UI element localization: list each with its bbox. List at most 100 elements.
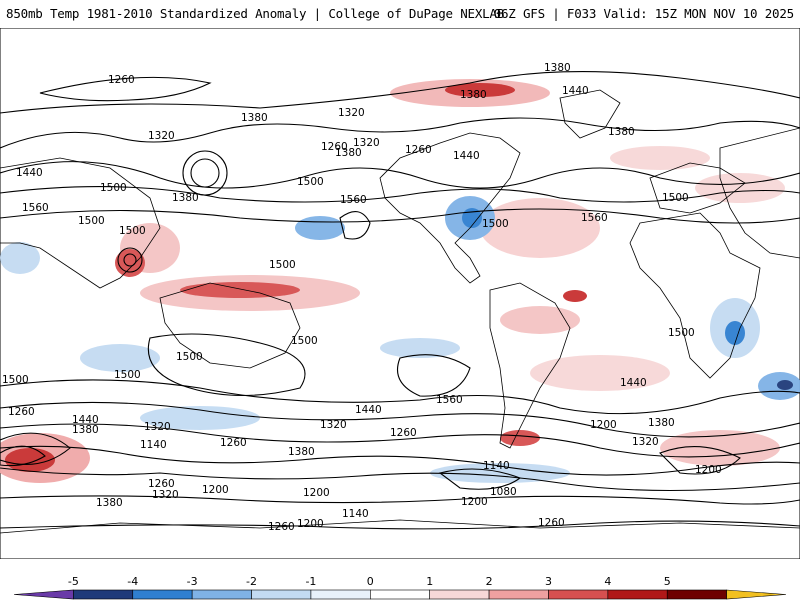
colorbar-tick-label: -3 — [187, 575, 198, 588]
contour-label: 1320 — [353, 137, 380, 149]
model-run-info: 06Z GFS | F033 Valid: 15Z MON NOV 10 202… — [493, 6, 795, 21]
colorbar-segment — [132, 589, 193, 600]
contour-label: 1320 — [338, 107, 365, 119]
contour-label: 1320 — [144, 421, 171, 433]
colorbar-tick-label: 1 — [426, 575, 433, 588]
contour-label: 1500 — [176, 351, 203, 363]
colorbar-segment — [488, 589, 549, 600]
colorbar-tick-label: 0 — [367, 575, 374, 588]
contour-label: 1560 — [340, 194, 367, 206]
colorbar-segment — [726, 589, 787, 600]
contour-label: 1380 — [608, 126, 635, 138]
contour-label: 1380 — [288, 446, 315, 458]
contour-label: 1140 — [342, 508, 369, 520]
contour-label: 1500 — [662, 192, 689, 204]
contour-label: 1260 — [321, 141, 348, 153]
colorbar-tick-label: 3 — [545, 575, 552, 588]
contour-label: 1560 — [581, 212, 608, 224]
contour-label: 1500 — [78, 215, 105, 227]
contour-label: 1140 — [483, 460, 510, 472]
colorbar-tick-label: -2 — [246, 575, 257, 588]
contour-label: 1380 — [96, 497, 123, 509]
contour-label: 1260 — [148, 478, 175, 490]
colorbar-tick-label: -5 — [68, 575, 79, 588]
contour-label: 1260 — [268, 521, 295, 533]
contour-label: 1380 — [241, 112, 268, 124]
pacific-warm-band — [180, 282, 300, 298]
contour-label: 1440 — [355, 404, 382, 416]
colorbar-tick-label: -4 — [127, 575, 138, 588]
africa-outline — [629, 212, 761, 379]
contour-label: 1560 — [436, 394, 463, 406]
antarctica-outline — [0, 519, 800, 534]
contour-label: 1380 — [335, 147, 362, 159]
contour-label: 1140 — [140, 439, 167, 451]
contour-label: 1380 — [460, 89, 487, 101]
contour-label: 1200 — [202, 484, 229, 496]
east-asia-outline — [0, 157, 161, 289]
colorbar-segment — [607, 589, 668, 600]
contour-label: 1320 — [148, 130, 175, 142]
contour-label: 1500 — [114, 369, 141, 381]
colorbar-tick-label: -1 — [305, 575, 316, 588]
contour-label: 1380 — [544, 62, 571, 74]
height-contours — [0, 71, 800, 530]
asia-outline — [719, 127, 800, 259]
contour-label: 1080 — [490, 486, 517, 498]
colorbar-tick-label: 5 — [664, 575, 671, 588]
colorbar-segment — [548, 589, 609, 600]
contour-label: 1200 — [590, 419, 617, 431]
colorbar-segment — [73, 589, 134, 600]
contour-label: 1200 — [695, 464, 722, 476]
contour-label: 1320 — [632, 436, 659, 448]
anomaly-colorbar: -5 -4 -3 -2 -1 0 1 2 3 4 5 — [0, 570, 800, 600]
contour-label: 1500 — [269, 259, 296, 271]
contour-label: 1260 — [8, 406, 35, 418]
colorbar-segment — [310, 589, 371, 600]
contour-label: 1200 — [461, 496, 488, 508]
contour-label: 1440 — [16, 167, 43, 179]
contour-label: 1200 — [297, 518, 324, 530]
greenland-outline — [559, 89, 621, 139]
contour-label: 1500 — [297, 176, 324, 188]
map-frame — [0, 28, 800, 559]
map-title: 850mb Temp 1981-2010 Standardized Anomal… — [6, 6, 505, 21]
colorbar-segment — [191, 589, 252, 600]
colorbar-segment — [666, 589, 727, 600]
contour-label: 1500 — [482, 218, 509, 230]
contour-label: 1260 — [220, 437, 247, 449]
contour-label: 1560 — [22, 202, 49, 214]
contour-label: 1500 — [668, 327, 695, 339]
europe-outline — [649, 162, 746, 214]
contour-label: 1380 — [72, 424, 99, 436]
header: 850mb Temp 1981-2010 Standardized Anomal… — [0, 0, 800, 28]
contour-label: 1260 — [108, 74, 135, 86]
colorbar-tick-label: 2 — [486, 575, 493, 588]
contour-label: 1500 — [291, 335, 318, 347]
contour-label: 1320 — [320, 419, 347, 431]
colorbar-tick-label: 4 — [604, 575, 611, 588]
australia-outline — [159, 282, 301, 369]
contour-label: 1260 — [538, 517, 565, 529]
colorbar-segment — [429, 589, 490, 600]
colorbar-segment — [13, 589, 74, 600]
contour-label: 1200 — [303, 487, 330, 499]
contour-label: 1500 — [2, 374, 29, 386]
south-america-outline — [489, 282, 571, 449]
contour-label: 1500 — [119, 225, 146, 237]
contour-label: 1440 — [562, 85, 589, 97]
contour-labels: 1380 1260 1320 1380 1380 1320 1260 1320 … — [2, 62, 722, 533]
contour-label: 1320 — [152, 489, 179, 501]
contour-label: 1440 — [72, 414, 99, 426]
contour-label: 1380 — [172, 192, 199, 204]
colorbar-segment — [370, 589, 430, 600]
contour-label: 1260 — [405, 144, 432, 156]
colorbar-segment — [251, 589, 312, 600]
contour-label: 1440 — [453, 150, 480, 162]
continent-outlines — [0, 89, 800, 534]
contour-label: 1500 — [100, 182, 127, 194]
contour-label: 1380 — [648, 417, 675, 429]
contour-label: 1260 — [390, 427, 417, 439]
contour-label: 1440 — [620, 377, 647, 389]
anomaly-map: 1380 1260 1320 1380 1380 1320 1260 1320 … — [0, 28, 800, 559]
